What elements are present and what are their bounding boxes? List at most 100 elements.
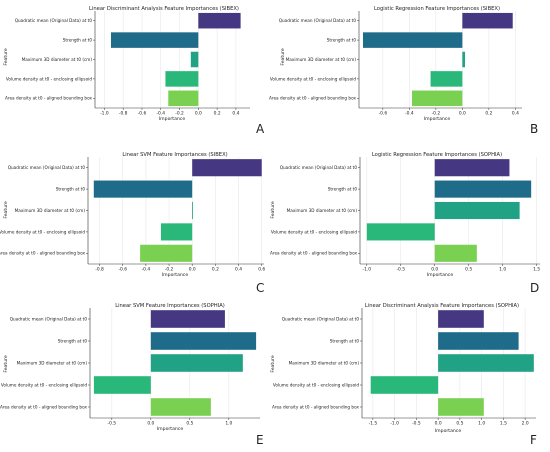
bar — [412, 90, 463, 107]
y-tick-label: Strength at t0 — [56, 187, 86, 192]
x-tick-label: -0.4 — [405, 111, 414, 117]
y-tick-label: Area density at t0 - aligned bounding bo… — [0, 251, 86, 256]
bar — [93, 376, 151, 394]
y-tick-label: Area density at t0 - aligned bounding bo… — [5, 96, 93, 101]
y-axis-label: Feature — [280, 48, 286, 66]
bar — [434, 180, 532, 198]
bar — [110, 32, 199, 48]
y-axis-label: Feature — [270, 355, 276, 373]
x-tick-label: 0.6 — [258, 267, 265, 273]
y-tick-label: Quadratic mean (Original Data) at t0 — [279, 18, 357, 23]
x-axis-label: Importance — [162, 272, 188, 278]
panel-letter: A — [256, 122, 265, 136]
bar — [434, 201, 520, 220]
bar — [150, 398, 211, 416]
y-tick-label: Strength at t0 — [327, 38, 357, 43]
y-tick-label: Quadratic mean (Original Data) at t0 — [8, 165, 86, 170]
x-tick-label: 1.5 — [500, 421, 507, 427]
x-tick-label: 1.5 — [533, 267, 540, 273]
panel-letter: F — [530, 433, 537, 447]
x-tick-label: -1.0 — [363, 267, 372, 273]
y-tick-label: Quadratic mean (Original Data) at t0 — [10, 316, 88, 321]
x-tick-label: 1.0 — [499, 267, 506, 273]
x-axis-label: Importance — [435, 428, 461, 434]
x-tick-label: 0.0 — [147, 421, 154, 427]
x-tick-label: -0.4 — [142, 267, 151, 273]
x-tick-label: -0.5 — [396, 267, 405, 273]
x-tick-label: 2.0 — [522, 421, 529, 427]
y-tick-label: Maximum 3D diameter at t0 (cm) — [15, 208, 86, 213]
y-axis-label: Feature — [3, 355, 9, 373]
x-tick-label: 0.0 — [431, 267, 438, 273]
panel-title: Logistic Regression Feature Importances … — [372, 152, 502, 158]
x-tick-label: -1.0 — [390, 421, 399, 427]
x-tick-label: 0.5 — [186, 421, 193, 427]
x-axis-label: Importance — [157, 426, 183, 432]
y-tick-label: Maximum 3D diameter at t0 (cm) — [289, 360, 360, 365]
bar — [192, 201, 194, 220]
plot-area: -0.8 -0.6 -0.4 -0.2 0.0 0.2 0.4 0.6 Quadratic me… — [0, 157, 265, 273]
bar — [192, 159, 262, 177]
y-tick-label: Area density at t0 - aligned bounding bo… — [269, 96, 357, 101]
plot-area: -1.0 -0.5 0.0 0.5 1.0 1.5 Quadratic mean (Orig… — [270, 157, 540, 273]
y-axis-label: Feature — [3, 48, 9, 66]
x-tick-label: 1.0 — [478, 421, 485, 427]
panel-b: Logistic Regression Feature Importances … — [269, 6, 538, 136]
x-tick-label: 0.2 — [212, 267, 219, 273]
y-tick-label: Quadratic mean (Original Data) at t0 — [280, 165, 358, 170]
y-tick-label: Volume density at t0 - enclosing ellipso… — [6, 76, 92, 81]
panel-letter: C — [256, 281, 264, 295]
bar — [150, 310, 225, 328]
bar — [462, 12, 513, 29]
y-axis-label: Feature — [270, 201, 276, 219]
y-tick-label: Quadratic mean (Original Data) at t0 — [282, 316, 360, 321]
y-tick-label: Quadratic mean (Original Data) at t0 — [15, 18, 93, 23]
x-tick-label: 0.4 — [232, 111, 239, 117]
y-tick-label: Strength at t0 — [328, 187, 358, 192]
x-tick-label: -0.2 — [432, 111, 441, 117]
y-tick-label: Volume density at t0 - enclosing ellipso… — [0, 229, 85, 234]
x-axis-label: Importance — [424, 116, 450, 122]
plot-area: -1.5 -1.0 -0.5 0.0 0.5 1.0 1.5 2.0 Quadratic mea… — [272, 308, 536, 427]
y-tick-label: Strength at t0 — [63, 38, 93, 43]
x-tick-label: -0.5 — [412, 421, 421, 427]
panel-d: Logistic Regression Feature Importances … — [270, 152, 540, 295]
panel-letter: B — [530, 122, 538, 136]
panel-title: Linear SVM Feature Importances (SOPHIA) — [115, 303, 225, 309]
x-tick-label: -0.6 — [379, 111, 388, 117]
x-tick-label: 0.2 — [214, 111, 221, 117]
panel-title: Linear Discriminant Analysis Feature Imp… — [365, 303, 519, 309]
bar — [190, 51, 199, 68]
y-tick-label: Volume density at t0 - enclosing ellipso… — [271, 229, 357, 234]
x-tick-label: -0.4 — [156, 111, 165, 117]
x-axis-label: Importance — [427, 272, 453, 278]
x-tick-label: 0.4 — [512, 111, 519, 117]
y-tick-label: Area density at t0 - aligned bounding bo… — [270, 251, 358, 256]
x-tick-label: -0.8 — [119, 111, 128, 117]
bar — [362, 32, 463, 48]
bar — [140, 244, 193, 262]
bar — [93, 180, 193, 198]
y-axis-label: Feature — [3, 201, 9, 219]
x-tick-label: -1.0 — [100, 111, 109, 117]
x-tick-label: 0.4 — [235, 267, 242, 273]
panel-letter: E — [256, 433, 264, 447]
bar — [462, 51, 466, 68]
x-tick-label: 0.0 — [459, 111, 466, 117]
y-tick-label: Maximum 3D diameter at t0 (cm) — [286, 57, 357, 62]
x-tick-label: 0.2 — [485, 111, 492, 117]
y-tick-label: Volume density at t0 - enclosing ellipso… — [273, 382, 359, 387]
plot-area: -1.0 -0.8 -0.6 -0.4 -0.2 0.0 0.2 0.4 Quadratic m… — [5, 11, 250, 117]
panel-c: Linear SVM Feature Importances (SIBEX) F… — [0, 152, 265, 295]
bar — [438, 332, 519, 350]
bar — [370, 376, 439, 394]
bar — [366, 223, 435, 241]
bar — [165, 71, 199, 87]
panel-title: Linear SVM Feature Importances (SIBEX) — [122, 152, 227, 158]
y-tick-label: Area density at t0 - aligned bounding bo… — [272, 404, 360, 409]
bar — [160, 223, 193, 241]
x-tick-label: -0.6 — [138, 111, 147, 117]
x-tick-label: 0.0 — [435, 421, 442, 427]
bar — [168, 90, 199, 107]
